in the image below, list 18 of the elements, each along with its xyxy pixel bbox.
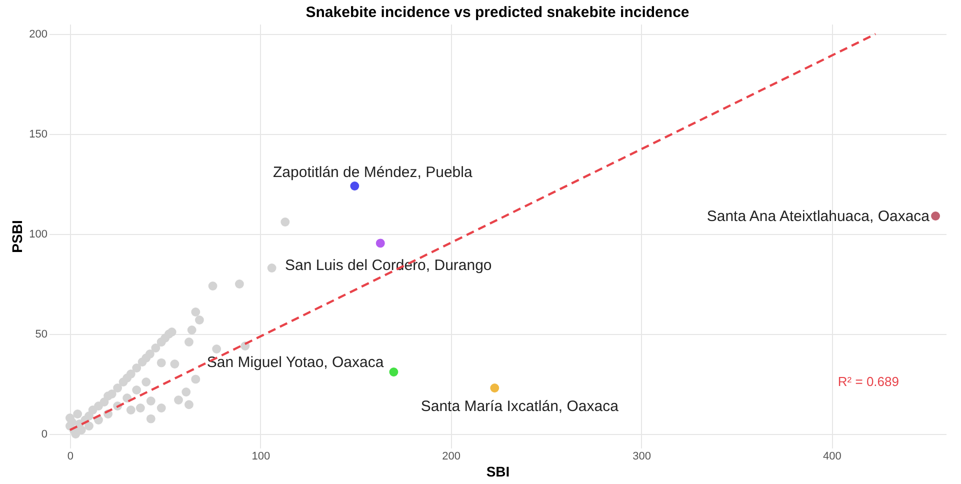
chart-title: Snakebite incidence vs predicted snakebite incidence: [306, 4, 690, 21]
series-label: San Miguel Yotao, Oaxaca: [206, 354, 384, 371]
series-label: Zapotitlán de Méndez, Puebla: [273, 164, 473, 181]
y-axis-title: PSBI: [9, 220, 26, 253]
x-tick-label: 100: [252, 450, 270, 462]
x-tick-label: 300: [632, 450, 651, 462]
x-tick-label: 200: [442, 450, 461, 462]
y-tick-label: 150: [29, 128, 48, 140]
series-label: Santa María Ixcatlán, Oaxaca: [420, 398, 620, 415]
x-axis-title: SBI: [486, 464, 510, 480]
annotation: R² = 0.689: [838, 374, 899, 389]
y-tick-label: 200: [29, 28, 48, 40]
y-tick-label: 0: [41, 428, 48, 440]
x-tick-label: 0: [67, 450, 74, 462]
y-tick-label: 100: [29, 228, 48, 240]
y-tick-label: 50: [35, 328, 48, 340]
x-tick-label: 400: [823, 450, 842, 462]
series-label: Santa Ana Ateixtlahuaca, Oaxaca: [706, 208, 930, 225]
